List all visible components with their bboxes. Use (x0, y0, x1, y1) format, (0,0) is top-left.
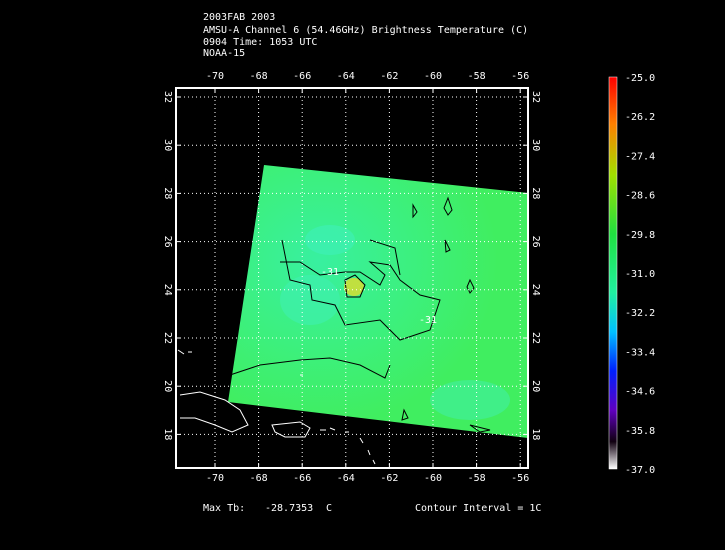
colorbar (608, 76, 618, 470)
lat-tick-label: 30 (530, 139, 541, 151)
header-line: AMSU-A Channel 6 (54.46GHz) Brightness T… (203, 25, 528, 36)
warm-core (344, 278, 364, 296)
cool-patch (430, 380, 510, 420)
lon-tick-label: -58 (468, 71, 486, 82)
lon-tick-label: -56 (511, 473, 529, 484)
colorbar-label: -31.0 (625, 269, 655, 280)
lon-tick-label: -62 (380, 473, 398, 484)
colorbar-label: -26.2 (625, 112, 655, 123)
lon-tick-label: -60 (424, 473, 442, 484)
lat-tick-label: 18 (162, 428, 173, 440)
lon-tick-label: -58 (468, 473, 486, 484)
colorbar-label: -28.6 (625, 191, 655, 202)
lat-tick-label: 22 (530, 332, 541, 344)
contours (229, 196, 491, 433)
lon-tick-label: -64 (337, 473, 355, 484)
contour-label: -31 (321, 267, 339, 278)
contour-line (229, 357, 391, 379)
lon-tick-label: -68 (250, 473, 268, 484)
lat-tick-label: 24 (530, 284, 541, 296)
colorbar-label: -35.8 (625, 426, 655, 437)
lon-tick-label: -62 (380, 71, 398, 82)
colorbar-label: -32.2 (625, 308, 655, 319)
lon-tick-label: -66 (293, 71, 311, 82)
lon-tick-label: -66 (293, 473, 311, 484)
lat-tick-label: 24 (162, 284, 173, 296)
lat-tick-label: 26 (530, 236, 541, 248)
cool-patch (305, 225, 355, 255)
lon-tick-label: -64 (337, 71, 355, 82)
lat-tick-label: 18 (530, 428, 541, 440)
colorbar-label: -34.6 (625, 387, 655, 398)
lat-tick-label: 28 (530, 187, 541, 199)
contour-label: -31 (419, 315, 437, 326)
header: 2003FAB 2003 AMSU-A Channel 6 (54.46GHz)… (203, 12, 528, 59)
colorbar-label: -33.4 (625, 347, 655, 358)
lon-tick-label: -56 (511, 71, 529, 82)
lat-tick-label: 30 (162, 139, 173, 151)
lon-tick-label: -68 (250, 71, 268, 82)
colorbar-label: -29.8 (625, 230, 655, 241)
lat-tick-label: 22 (162, 332, 173, 344)
footer-label: Max Tb: (203, 503, 245, 514)
cool-patch (280, 275, 340, 325)
lat-tick-label: 32 (162, 91, 173, 103)
contour-line (401, 196, 491, 433)
footer-unit: C (326, 503, 332, 514)
data-swath (228, 165, 528, 438)
contour-line (280, 239, 441, 341)
contour-line (344, 274, 366, 298)
header-line: 2003FAB 2003 (203, 12, 275, 23)
lat-tick-label: 28 (162, 187, 173, 199)
header-line: NOAA-15 (203, 48, 245, 59)
lon-tick-label: -70 (206, 71, 224, 82)
coastline (179, 391, 249, 433)
map-frame (175, 87, 529, 469)
footer-interval: Contour Interval = 1C (415, 503, 541, 514)
lon-tick-label: -70 (206, 473, 224, 484)
footer-value: -28.7353 (265, 503, 313, 514)
lat-tick-label: 32 (530, 91, 541, 103)
coastline (271, 421, 311, 438)
lat-tick-label: 20 (530, 380, 541, 392)
lat-tick-label: 26 (162, 236, 173, 248)
lon-tick-label: -60 (424, 71, 442, 82)
colorbar-label: -37.0 (625, 465, 655, 476)
colorbar-label: -27.4 (625, 151, 655, 162)
header-line: 0904 Time: 1053 UTC (203, 37, 317, 48)
lat-tick-label: 20 (162, 380, 173, 392)
contour-line (369, 239, 401, 276)
colorbar-label: -25.0 (625, 73, 655, 84)
